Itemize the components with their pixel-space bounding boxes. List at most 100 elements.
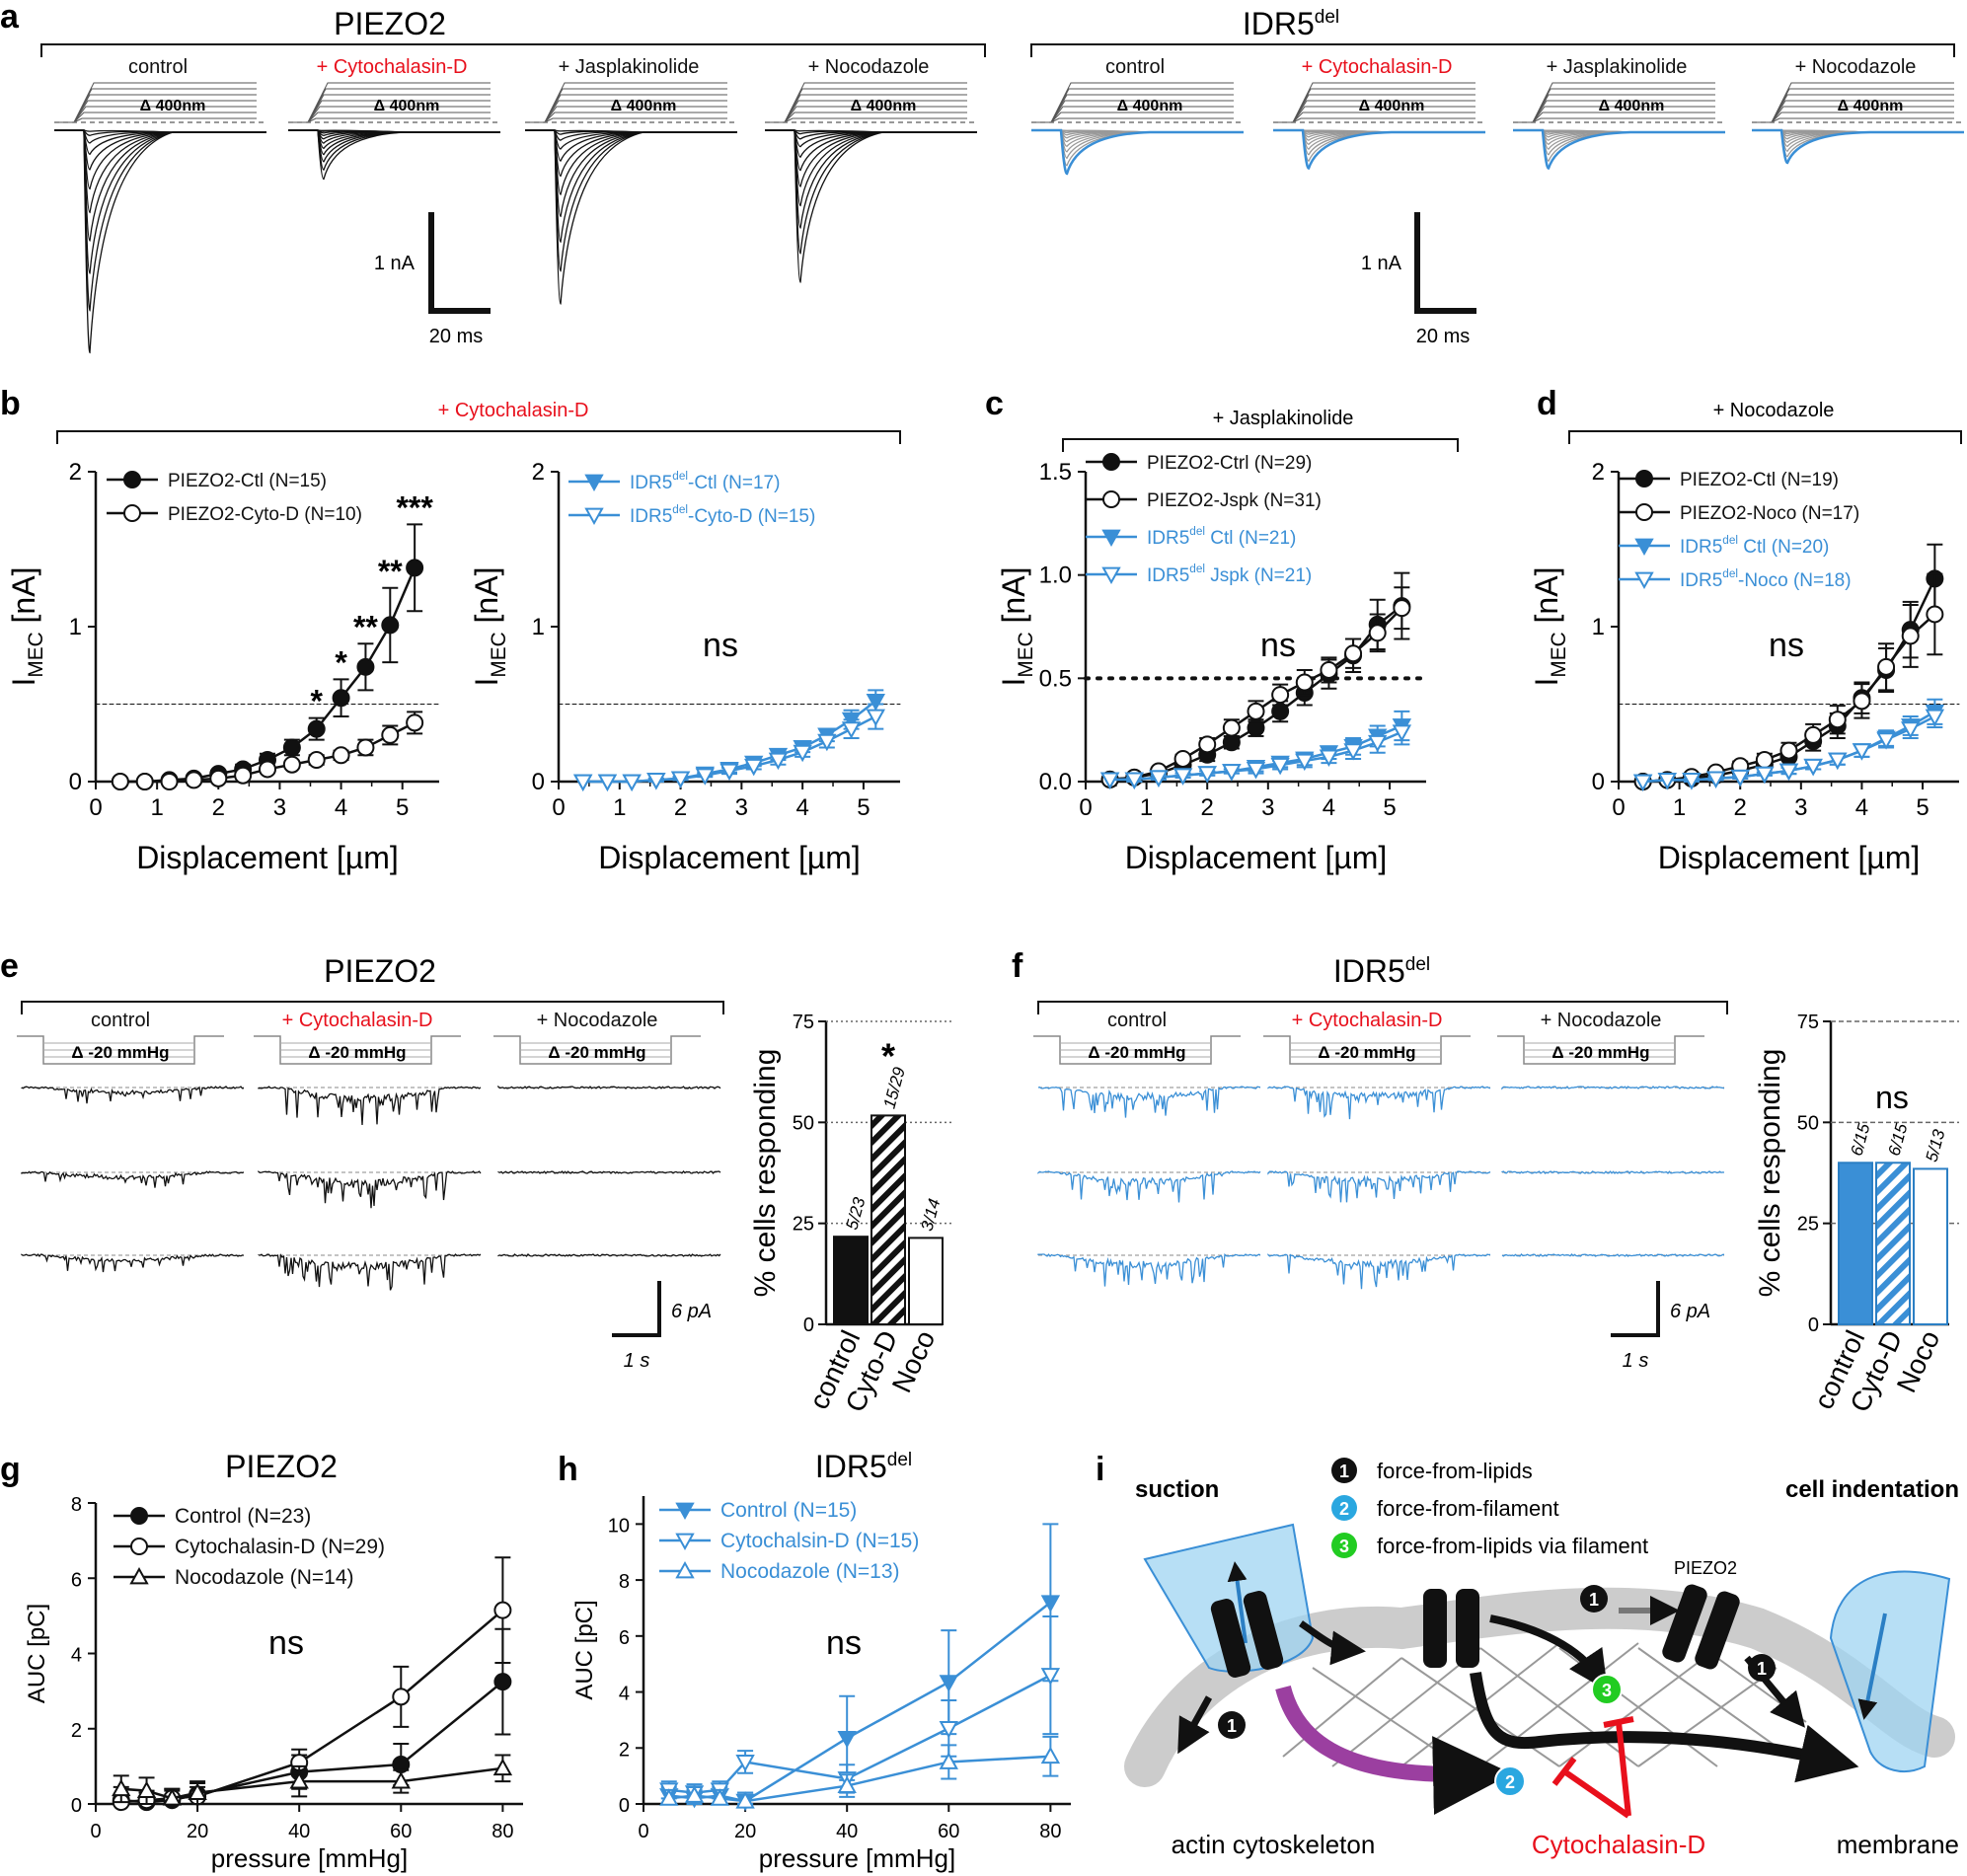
svg-text:1: 1 bbox=[1589, 1590, 1599, 1610]
series-2 bbox=[112, 1754, 513, 1806]
trace-group-1-1: + Cytochalasin-D Δ 400nm bbox=[1273, 56, 1485, 170]
data-point bbox=[646, 773, 666, 790]
data-point bbox=[744, 758, 764, 777]
legend-marker bbox=[675, 1533, 695, 1551]
schematic-legend: 1 force-from-lipids 2 force-from-filamen… bbox=[1331, 1458, 1648, 1558]
condition-label: + Nocodazole bbox=[537, 1010, 658, 1031]
data-point bbox=[1393, 599, 1411, 618]
channel-trace bbox=[1037, 1253, 1261, 1287]
panel-letter-g: g bbox=[0, 1451, 21, 1488]
x-tick-label: 20 bbox=[734, 1821, 756, 1842]
y-tick-label: 1.0 bbox=[1039, 563, 1072, 589]
condition-label: + Jasplakinolide bbox=[559, 56, 700, 78]
condition-label: + Nocodazole bbox=[1541, 1010, 1662, 1031]
data-point bbox=[939, 1752, 958, 1769]
current-trace bbox=[54, 129, 266, 144]
stimulus-step bbox=[17, 1035, 224, 1065]
data-point bbox=[111, 773, 129, 790]
data-point bbox=[332, 689, 350, 708]
data-point bbox=[406, 713, 424, 732]
trace-column-2: + Nocodazole Δ -20 mmHg bbox=[1497, 1010, 1725, 1257]
panel-e-scale-x: 1 s bbox=[624, 1350, 650, 1372]
x-tick-label: 40 bbox=[836, 1821, 858, 1842]
piezo2-channels bbox=[1210, 1584, 1740, 1678]
x-tick-label: 0 bbox=[552, 794, 565, 821]
stimulus-label: Δ -20 mmHg bbox=[548, 1043, 645, 1062]
y-tick-label: 10 bbox=[608, 1515, 630, 1537]
trace-group-1-2: + Jasplakinolide Δ 400nm bbox=[1513, 56, 1725, 170]
y-tick-label: 4 bbox=[619, 1684, 630, 1705]
bar-control bbox=[1838, 1162, 1873, 1326]
legend-marker-2 bbox=[1331, 1495, 1357, 1521]
trace-column-0: control Δ -20 mmHg bbox=[17, 1010, 245, 1273]
data-point bbox=[573, 774, 593, 792]
data-point bbox=[719, 763, 739, 782]
data-point bbox=[1632, 774, 1653, 792]
legend: PIEZO2-Ctl (N=19) PIEZO2-Noco (N=17) IDR5d… bbox=[1619, 470, 1859, 591]
y-axis-label: IMEC [nA] bbox=[469, 567, 510, 687]
channel-trace bbox=[21, 1253, 245, 1273]
data-point bbox=[1149, 770, 1169, 788]
data-point bbox=[493, 1673, 512, 1691]
x-tick-label: 4 bbox=[795, 794, 808, 821]
legend-label: Control (N=23) bbox=[175, 1505, 311, 1528]
data-point bbox=[188, 1782, 207, 1800]
x-axis-label: Displacement [µm] bbox=[598, 840, 861, 875]
legend-marker bbox=[1101, 566, 1121, 585]
legend-num-2: 2 bbox=[1339, 1499, 1349, 1519]
y-tick-label: 1 bbox=[1592, 614, 1605, 640]
data-point bbox=[162, 1788, 183, 1806]
x-axis-label: Displacement [µm] bbox=[1658, 840, 1921, 875]
channel-trace bbox=[1267, 1086, 1491, 1120]
series-3 bbox=[1632, 705, 1945, 792]
condition-label: + Cytochalasin-D bbox=[1302, 56, 1453, 78]
x-tick-label: 60 bbox=[390, 1821, 412, 1842]
stimulus-label: Δ -20 mmHg bbox=[308, 1043, 406, 1062]
legend: PIEZO2-Ctl (N=15) PIEZO2-Cyto-D (N=10) bbox=[107, 471, 362, 525]
legend-text-1: force-from-lipids bbox=[1377, 1459, 1533, 1483]
legend-label: IDR5del-Ctl (N=17) bbox=[630, 470, 780, 493]
y-tick-label: 0 bbox=[1808, 1314, 1819, 1336]
data-point bbox=[866, 709, 885, 727]
y-axis-label: IMEC [nA] bbox=[996, 567, 1037, 687]
legend-marker bbox=[1634, 571, 1654, 590]
y-tick-label: 6 bbox=[619, 1627, 630, 1649]
panel-e-scale-y: 6 pA bbox=[671, 1301, 712, 1322]
channel-trace bbox=[1267, 1170, 1491, 1203]
series-0 bbox=[112, 1627, 512, 1812]
panel-a-scale-y-right: 1 nA bbox=[1361, 253, 1402, 274]
annotation-ns: ns bbox=[1875, 1080, 1909, 1115]
channel-trace bbox=[1037, 1086, 1261, 1118]
panel-a-title-piezo2: PIEZO2 bbox=[334, 6, 446, 41]
series-line bbox=[120, 1681, 504, 1804]
data-point bbox=[866, 693, 885, 712]
bar-control bbox=[833, 1236, 869, 1326]
legend-marker bbox=[675, 1502, 695, 1521]
legend-marker bbox=[584, 507, 604, 526]
x-tick-label: 20 bbox=[187, 1821, 208, 1842]
x-tick-label: 2 bbox=[212, 794, 225, 821]
piezo2-label: PIEZO2 bbox=[1674, 1558, 1737, 1578]
y-tick-label: 2 bbox=[71, 1720, 82, 1742]
legend-text-3: force-from-lipids via filament bbox=[1377, 1534, 1648, 1558]
legend-marker bbox=[130, 1507, 148, 1525]
data-point bbox=[1705, 771, 1726, 788]
schematic-badges: 1 1 1 2 3 bbox=[1218, 1585, 1776, 1797]
annotation-ns: ns bbox=[826, 1624, 862, 1662]
legend-label: Cytochalasin-D (N=29) bbox=[175, 1536, 385, 1558]
series-1 bbox=[1100, 586, 1411, 788]
x-tick-label: 3 bbox=[735, 794, 748, 821]
data-point bbox=[1040, 1595, 1061, 1613]
indentation-pipette bbox=[1829, 1570, 1951, 1772]
bracket-jasplakinolide: + Jasplakinolide bbox=[1213, 408, 1354, 429]
data-point bbox=[1222, 764, 1242, 782]
legend-marker bbox=[675, 1560, 695, 1579]
y-tick-label: 50 bbox=[793, 1112, 814, 1134]
trace-group-1-0: control Δ 400nm bbox=[1031, 56, 1244, 176]
y-tick-label: 0.0 bbox=[1039, 769, 1072, 795]
legend-label: PIEZO2-Noco (N=17) bbox=[1680, 503, 1859, 524]
series-line bbox=[668, 1755, 1051, 1803]
